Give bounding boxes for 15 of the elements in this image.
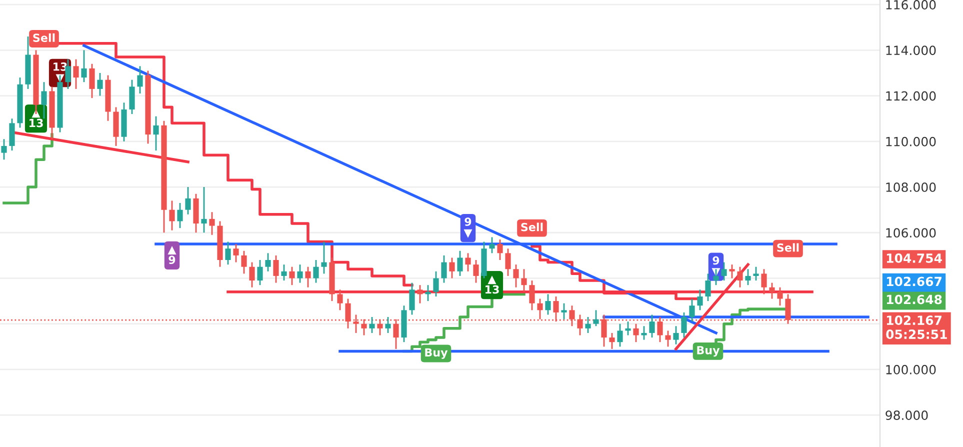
y-tick-label: 108.000: [886, 182, 936, 192]
y-tick-label: 112.000: [886, 91, 936, 101]
text: 102.667: [886, 276, 942, 286]
y-tick-label: 116.000: [886, 0, 936, 10]
ref-line-label: 102.167 05:25:51: [886, 316, 947, 339]
y-tick-label: 114.000: [886, 46, 936, 56]
y-tick-label: 98.000: [886, 410, 928, 420]
y-tick-label: 110.000: [886, 136, 936, 146]
y-tick-label: 106.000: [886, 228, 936, 238]
text: 104.754: [886, 253, 942, 263]
y-tick-label: 100.000: [886, 364, 936, 374]
text: 102.648: [886, 294, 942, 304]
series-label: ▲ 13: [486, 276, 499, 294]
series-label: ▲ 9: [168, 246, 176, 264]
text: 9 ▼: [464, 218, 472, 238]
